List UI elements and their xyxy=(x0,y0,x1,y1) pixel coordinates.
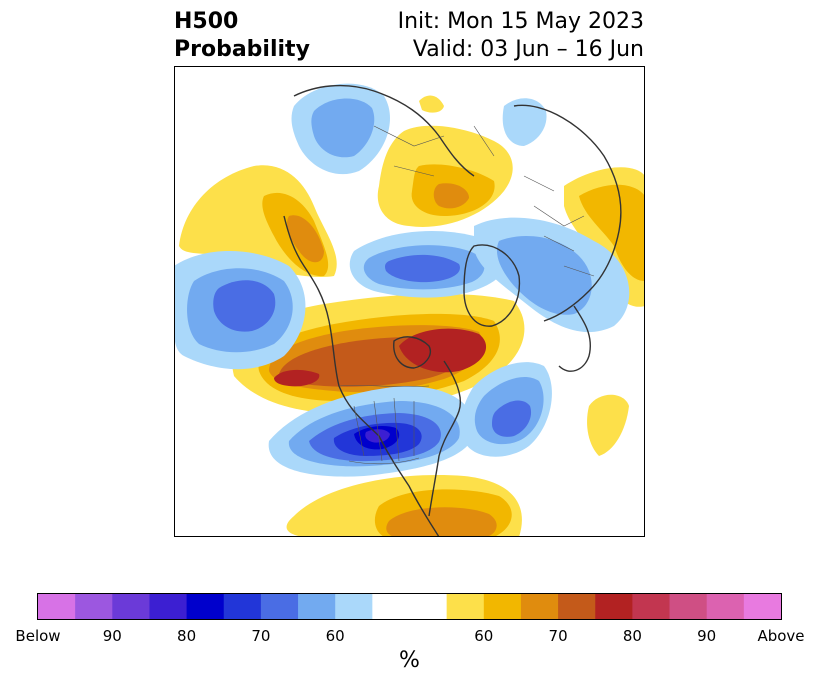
colorbar-frame xyxy=(37,593,782,620)
borders-russia xyxy=(373,125,495,177)
colorbar-tick-label: 70 xyxy=(549,627,568,645)
colorbar-cell xyxy=(558,594,596,619)
title-variable: H500 xyxy=(174,9,239,34)
colorbar-tick-label: 80 xyxy=(623,627,642,645)
colorbar-tick-label: 60 xyxy=(326,627,345,645)
colorbar-cell xyxy=(706,594,745,619)
above-anomaly-east-atlantic xyxy=(587,394,629,456)
border-usa-mexico xyxy=(348,457,420,465)
colorbar-cell xyxy=(483,594,522,619)
colorbar-cell xyxy=(298,594,336,619)
coastline-europe-west xyxy=(558,305,591,372)
colorbar-cell xyxy=(372,594,448,619)
colorbar-cell xyxy=(186,594,225,619)
borders-usa-states xyxy=(353,397,415,462)
colorbar-cell xyxy=(260,594,299,619)
colorbar-cell xyxy=(446,594,485,619)
above-anomaly-greenland-strip xyxy=(419,95,444,113)
coastline-east-north-america xyxy=(428,360,461,517)
colorbar-cell xyxy=(520,594,559,619)
init-date: Init: Mon 15 May 2023 xyxy=(397,9,644,34)
valid-range: Valid: 03 Jun – 16 Jun xyxy=(412,37,644,62)
below-normal-anomalies xyxy=(174,83,630,477)
map-frame xyxy=(174,66,645,537)
above-normal-anomalies xyxy=(179,95,645,537)
map-title: H500 Probability xyxy=(174,8,310,64)
colorbar-cell xyxy=(335,594,373,619)
colorbar-tick-label: 90 xyxy=(697,627,716,645)
border-usa-canada xyxy=(338,385,430,387)
probability-map xyxy=(174,66,645,537)
country-borders xyxy=(338,125,595,465)
coastline-asia-north xyxy=(293,84,475,177)
colorbar-unit: % xyxy=(399,648,420,673)
colorbar-cell xyxy=(669,594,708,619)
map-dates: Init: Mon 15 May 2023 Valid: 03 Jun – 16… xyxy=(398,8,644,64)
title-product: Probability xyxy=(174,37,310,62)
borders-europe xyxy=(523,175,595,277)
colorbar-cell xyxy=(223,594,262,619)
coastline-greenland xyxy=(463,244,521,327)
colorbar-tick-label: Below xyxy=(15,627,60,645)
colorbar-cell xyxy=(595,594,633,619)
colorbar-tick-label: 70 xyxy=(251,627,270,645)
colorbar-tick-label: Above xyxy=(757,627,804,645)
colorbar-cell xyxy=(743,594,782,619)
colorbar-tick-label: 90 xyxy=(103,627,122,645)
coastline-eurasia xyxy=(513,104,622,322)
colorbar-cell xyxy=(38,594,76,619)
colorbar-cell xyxy=(112,594,150,619)
coastline-hudson-bay xyxy=(393,336,431,369)
colorbar-tick-label: 60 xyxy=(474,627,493,645)
colorbar-cell xyxy=(75,594,113,619)
colorbar-cell xyxy=(632,594,671,619)
colorbar: Below 90 80 70 60 60 70 80 90 Above xyxy=(15,593,805,645)
colorbar-cell xyxy=(149,594,188,619)
colorbar-tick-label: 80 xyxy=(177,627,196,645)
below-anomaly-scandinavia xyxy=(502,98,547,146)
